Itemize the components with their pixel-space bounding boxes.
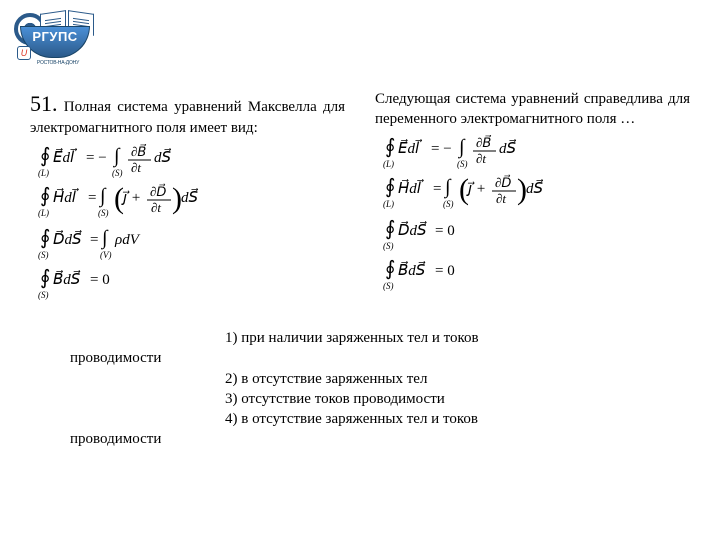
svg-text:= 0: = 0 [435, 223, 455, 239]
svg-text:= −: = − [431, 141, 452, 157]
svg-text:∂t: ∂t [151, 200, 161, 215]
left-column: 51. Полная система уравнений Максвелла д… [30, 90, 345, 314]
svg-text:∂D⃗: ∂D⃗ [150, 184, 166, 199]
svg-text:D⃗dS⃗: D⃗dS⃗ [53, 229, 82, 248]
svg-text:B⃗dS⃗: B⃗dS⃗ [53, 269, 81, 288]
logo-subtitle: РОСТОВ-НА-ДОНУ [14, 60, 102, 66]
svg-text:dS⃗: dS⃗ [526, 178, 544, 197]
svg-text:= 0: = 0 [435, 263, 455, 279]
logo-acronym: РГУПС [21, 29, 89, 44]
answer-4-line2: проводимости [70, 429, 690, 449]
svg-text:(S): (S) [38, 290, 49, 300]
svg-text:= −: = − [86, 150, 107, 166]
svg-text:(S): (S) [38, 250, 49, 260]
svg-text:∮: ∮ [40, 185, 50, 207]
svg-text:∂B⃗: ∂B⃗ [476, 135, 491, 150]
answer-2: 2) в отсутствие заряженных тел [70, 369, 690, 389]
svg-text:∫: ∫ [100, 227, 109, 250]
answer-1-line2: проводимости [70, 348, 690, 368]
svg-text:(S): (S) [383, 241, 394, 251]
maxwell-equations-right: ∮ (L) E⃗dl⃗ = − ∫ (S) ∂B⃗ ∂t dS⃗ ∮ (L) H… [383, 135, 690, 305]
svg-text:H⃗dl⃗: H⃗dl⃗ [398, 178, 424, 197]
svg-text:(L): (L) [383, 159, 394, 169]
svg-text:(S): (S) [383, 281, 394, 291]
svg-text:H⃗dl⃗: H⃗dl⃗ [53, 187, 79, 206]
answer-4-line1: 4) в отсутствие заряженных тел и токов [70, 409, 690, 429]
svg-text:∮: ∮ [385, 218, 395, 240]
svg-text:B⃗dS⃗: B⃗dS⃗ [398, 260, 426, 279]
svg-text:(S): (S) [443, 199, 454, 209]
svg-text:∂t: ∂t [131, 160, 141, 175]
svg-text:∮: ∮ [40, 227, 50, 249]
svg-text:dS⃗: dS⃗ [181, 187, 199, 206]
question-number: 51. [30, 91, 58, 116]
answer-1-line1: 1) при наличии заряженных тел и токов [70, 328, 690, 348]
svg-text:dS⃗: dS⃗ [154, 147, 172, 166]
svg-text:∫: ∫ [457, 136, 466, 159]
university-logo: РГУПС U РОСТОВ-НА-ДОНУ [14, 8, 102, 64]
svg-text:∫: ∫ [112, 145, 121, 168]
svg-text:∮: ∮ [385, 258, 395, 280]
two-column-layout: 51. Полная система уравнений Максвелла д… [30, 90, 690, 314]
svg-text:(L): (L) [38, 168, 49, 178]
svg-text:E⃗dl⃗: E⃗dl⃗ [398, 138, 422, 157]
svg-text:∂D⃗: ∂D⃗ [495, 175, 511, 190]
svg-text:∫: ∫ [98, 185, 107, 208]
left-text-line1: Полная система уравнений [64, 99, 242, 115]
svg-text:dS⃗: dS⃗ [499, 138, 517, 157]
answer-options: 1) при наличии заряженных тел и токов пр… [70, 328, 690, 450]
svg-text:=: = [433, 181, 441, 197]
svg-text:=: = [90, 232, 98, 248]
svg-text:∮: ∮ [40, 267, 50, 289]
svg-text:∮: ∮ [385, 136, 395, 158]
svg-text:ρdV: ρdV [114, 232, 141, 248]
svg-text:= 0: = 0 [90, 272, 110, 288]
svg-text:(S): (S) [457, 159, 468, 169]
svg-text:∮: ∮ [385, 176, 395, 198]
svg-text:(S): (S) [98, 208, 109, 218]
svg-text:=: = [88, 190, 96, 206]
question-left-text: 51. Полная система уравнений Максвелла д… [30, 90, 345, 138]
svg-text:∂B⃗: ∂B⃗ [131, 144, 146, 159]
svg-text:∫: ∫ [443, 176, 452, 199]
svg-text:D⃗dS⃗: D⃗dS⃗ [398, 220, 427, 239]
svg-text:j⃗ +: j⃗ + [466, 181, 486, 197]
svg-text:∂t: ∂t [496, 191, 506, 206]
svg-text:(V): (V) [100, 250, 112, 260]
svg-text:∮: ∮ [40, 145, 50, 167]
maxwell-equations-left: ∮ (L) E⃗dl⃗ = − ∫ (S) ∂B⃗ ∂t dS⃗ ∮ (L) H… [38, 144, 345, 314]
svg-text:(S): (S) [112, 168, 123, 178]
right-column: Следующая система уравнений справедлива … [375, 90, 690, 314]
svg-text:(L): (L) [383, 199, 394, 209]
question-right-text: Следующая система уравнений справедлива … [375, 90, 690, 129]
svg-text:∂t: ∂t [476, 151, 486, 166]
svg-text:(L): (L) [38, 208, 49, 218]
svg-text:j⃗ +: j⃗ + [121, 190, 141, 206]
svg-text:E⃗dl⃗: E⃗dl⃗ [53, 147, 77, 166]
slide-content: 51. Полная система уравнений Максвелла д… [30, 90, 690, 450]
answer-3: 3) отсутствие токов проводимости [70, 389, 690, 409]
u-badge-icon: U [17, 46, 31, 60]
